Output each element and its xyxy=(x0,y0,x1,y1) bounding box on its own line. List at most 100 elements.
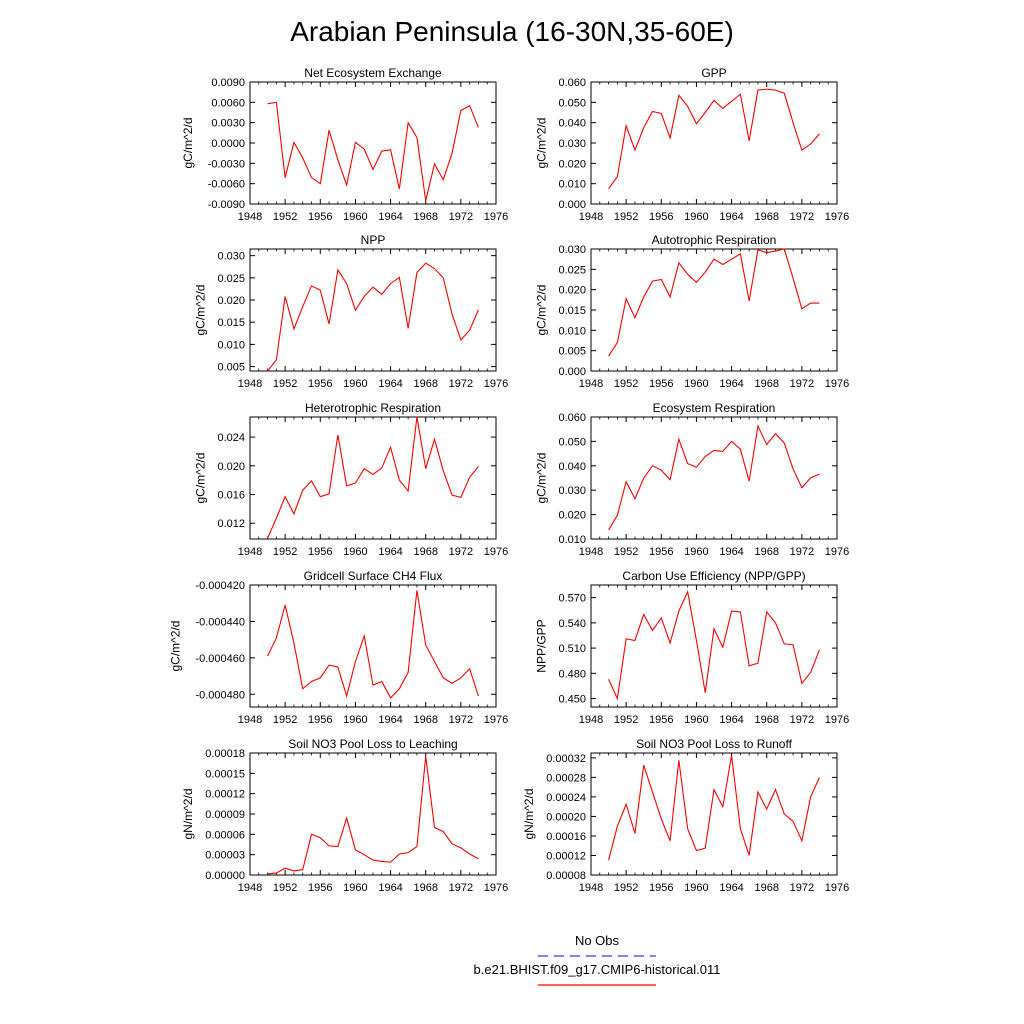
y-tick-label: 0.00012 xyxy=(205,789,245,801)
x-tick-label: 1968 xyxy=(413,378,437,390)
y-tick-label: -0.0030 xyxy=(208,158,245,170)
panel-title: Ecosystem Respiration xyxy=(653,401,776,415)
x-tick-label: 1960 xyxy=(343,211,367,223)
y-tick-label: 0.00009 xyxy=(205,809,245,821)
x-tick-label: 1960 xyxy=(684,211,708,223)
x-tick-label: 1964 xyxy=(378,211,402,223)
y-axis-label: gN/m^2/d xyxy=(522,789,536,840)
series-line-model xyxy=(608,424,820,531)
x-tick-label: 1948 xyxy=(238,546,262,558)
y-tick-label: 0.510 xyxy=(558,643,586,655)
legend: No Obs b.e21.BHIST.f09_g17.CMIP6-histori… xyxy=(474,933,721,986)
x-tick-label: 1960 xyxy=(684,378,708,390)
x-tick-label: 1964 xyxy=(719,378,743,390)
y-axis-label: NPP/GPP xyxy=(535,619,549,672)
x-tick-label: 1948 xyxy=(579,378,603,390)
x-tick-label: 1948 xyxy=(579,714,603,726)
y-tick-label: 0.010 xyxy=(217,339,245,351)
y-axis-label: gC/m^2/d xyxy=(535,453,549,504)
y-tick-label: 0.00006 xyxy=(205,829,245,841)
x-tick-label: 1976 xyxy=(825,546,849,558)
y-tick-label: 0.050 xyxy=(558,97,586,109)
y-tick-label: 0.0060 xyxy=(211,97,245,109)
x-tick-label: 1956 xyxy=(649,882,673,894)
x-tick-label: 1952 xyxy=(273,714,297,726)
y-tick-label: 0.030 xyxy=(558,138,586,150)
y-axis-label: gC/m^2/d xyxy=(194,453,208,504)
x-tick-label: 1976 xyxy=(825,882,849,894)
x-tick-label: 1948 xyxy=(579,882,603,894)
x-tick-label: 1960 xyxy=(343,546,367,558)
x-tick-label: 1948 xyxy=(238,378,262,390)
panel-title: GPP xyxy=(701,66,726,80)
x-tick-label: 1960 xyxy=(684,714,708,726)
x-tick-label: 1960 xyxy=(684,882,708,894)
x-tick-label: 1952 xyxy=(273,378,297,390)
x-tick-label: 1952 xyxy=(273,211,297,223)
y-tick-label: 0.030 xyxy=(558,244,586,256)
series-line-model xyxy=(608,589,820,701)
x-tick-label: 1952 xyxy=(614,211,638,223)
x-tick-label: 1948 xyxy=(238,882,262,894)
y-tick-label: 0.00008 xyxy=(546,870,586,882)
y-tick-label: 0.020 xyxy=(217,295,245,307)
plot-frame xyxy=(249,248,497,372)
y-tick-label: 0.00020 xyxy=(546,811,586,823)
plot-frame xyxy=(249,584,497,708)
y-tick-label: 0.00024 xyxy=(546,792,586,804)
y-tick-label: 0.024 xyxy=(217,432,245,444)
panel-title: Carbon Use Efficiency (NPP/GPP) xyxy=(622,569,805,583)
x-tick-label: 1964 xyxy=(378,882,402,894)
x-tick-label: 1948 xyxy=(238,714,262,726)
series-line-model xyxy=(267,416,479,539)
x-tick-label: 1952 xyxy=(273,882,297,894)
x-tick-label: 1976 xyxy=(484,882,508,894)
x-tick-label: 1968 xyxy=(413,714,437,726)
panel-ecosystem-respiration: Ecosystem Respiration 1948 1952 1956 1960 196… xyxy=(535,401,850,558)
y-tick-label: -0.000420 xyxy=(195,580,245,592)
y-tick-label: 0.025 xyxy=(217,273,245,285)
series-line-model xyxy=(267,590,479,699)
x-tick-label: 1976 xyxy=(825,211,849,223)
y-tick-label: 0.540 xyxy=(558,618,586,630)
x-tick-label: 1976 xyxy=(825,378,849,390)
plot-frame xyxy=(249,416,497,540)
series-line-model xyxy=(608,248,820,357)
panel-title: Soil NO3 Pool Loss to Leaching xyxy=(288,737,457,751)
x-tick-label: 1952 xyxy=(614,882,638,894)
y-tick-label: 0.010 xyxy=(558,534,586,546)
y-tick-label: 0.00018 xyxy=(205,748,245,760)
x-tick-label: 1972 xyxy=(449,546,473,558)
y-tick-label: 0.020 xyxy=(558,510,586,522)
figure-title: Arabian Peninsula (16-30N,35-60E) xyxy=(290,16,734,47)
panel-gpp: GPP 1948 1952 1956 1960 1964 1968 1972 1976 0.000… xyxy=(535,66,850,223)
series-line-model xyxy=(267,756,479,875)
panel-title: Soil NO3 Pool Loss to Runoff xyxy=(636,737,793,751)
x-tick-label: 1956 xyxy=(308,882,332,894)
y-tick-label: 0.050 xyxy=(558,436,586,448)
x-tick-label: 1968 xyxy=(413,882,437,894)
plot-frame xyxy=(249,752,497,876)
y-tick-label: 0.00000 xyxy=(205,870,245,882)
x-tick-label: 1964 xyxy=(719,211,743,223)
y-tick-label: 0.005 xyxy=(558,346,586,358)
y-tick-label: 0.0030 xyxy=(211,118,245,130)
y-tick-label: 0.00003 xyxy=(205,850,245,862)
plot-frame xyxy=(249,81,497,205)
y-tick-label: 0.010 xyxy=(558,325,586,337)
x-tick-label: 1968 xyxy=(413,546,437,558)
x-tick-label: 1972 xyxy=(449,211,473,223)
series-line-model xyxy=(608,88,820,190)
x-tick-label: 1964 xyxy=(378,714,402,726)
x-tick-label: 1964 xyxy=(719,546,743,558)
y-tick-label: 0.00032 xyxy=(546,753,586,765)
x-tick-label: 1956 xyxy=(649,211,673,223)
x-tick-label: 1976 xyxy=(484,714,508,726)
plot-frame xyxy=(590,248,838,372)
y-tick-label: 0.010 xyxy=(558,179,586,191)
legend-entry-model: b.e21.BHIST.f09_g17.CMIP6-historical.011 xyxy=(474,962,721,977)
plot-frame xyxy=(590,416,838,540)
y-tick-label: -0.000480 xyxy=(195,689,245,701)
x-tick-label: 1972 xyxy=(449,714,473,726)
